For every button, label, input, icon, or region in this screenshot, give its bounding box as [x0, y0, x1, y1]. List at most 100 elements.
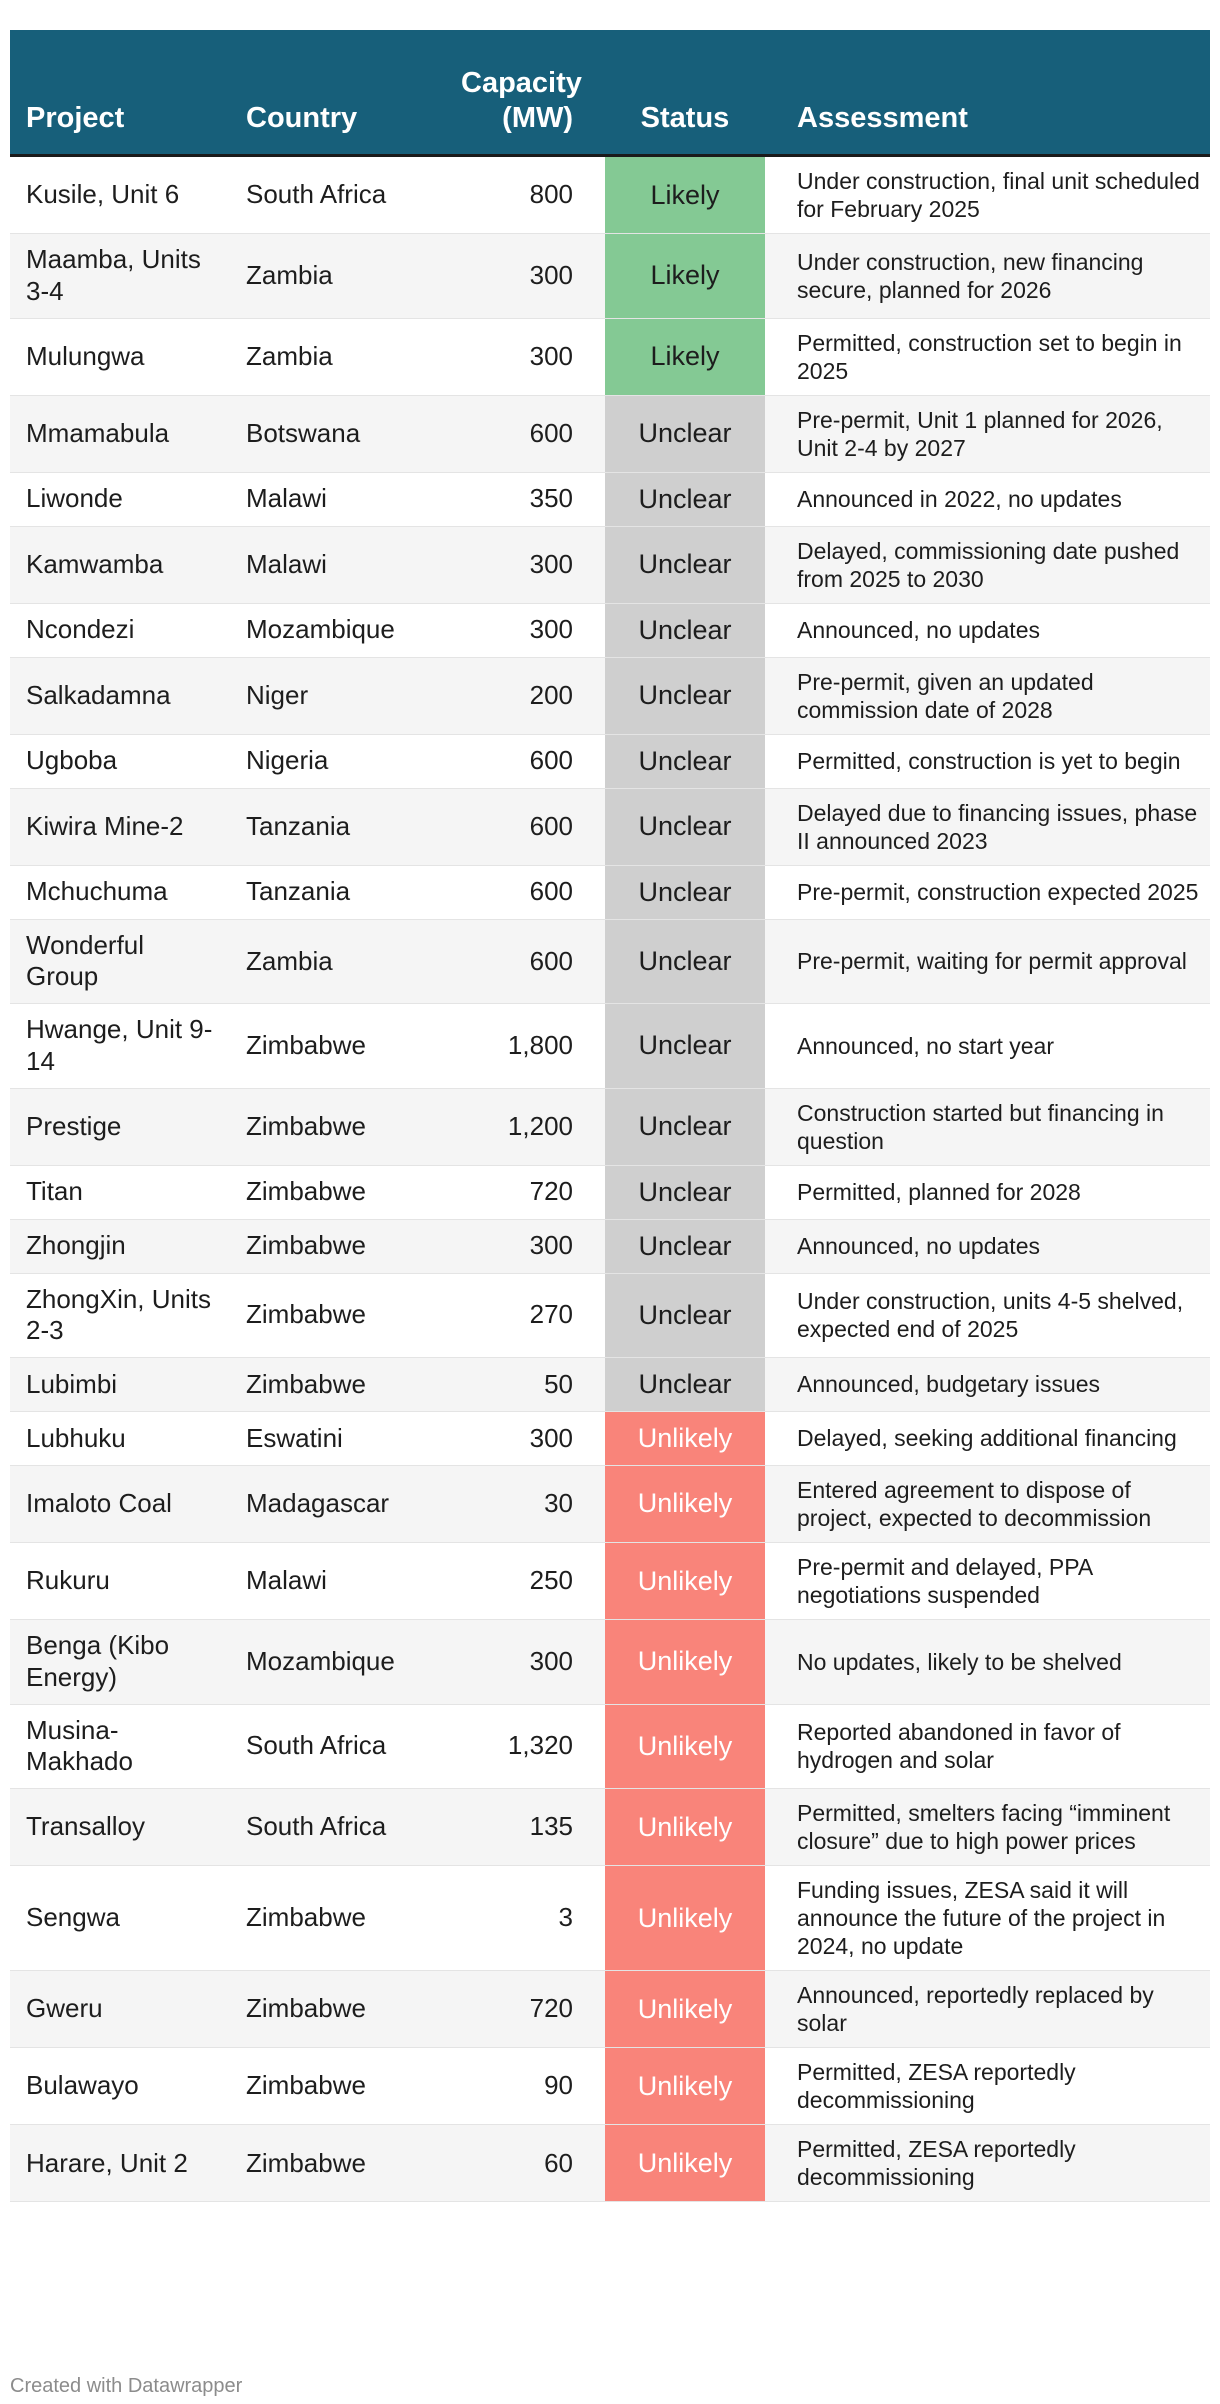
status-badge: Unclear [605, 1165, 765, 1220]
header-project[interactable]: Project [10, 30, 230, 157]
cell-country: Botswana [230, 395, 445, 473]
header-status[interactable]: Status [605, 30, 765, 157]
cell-assessment: Permitted, construction set to begin in … [765, 318, 1210, 396]
cell-assessment: Permitted, smelters facing “imminent clo… [765, 1788, 1210, 1867]
cell-project: Wonderful Group [10, 919, 230, 1005]
cell-capacity: 600 [445, 395, 605, 473]
cell-capacity: 300 [445, 1619, 605, 1705]
cell-assessment: Funding issues, ZESA said it will announ… [765, 1865, 1210, 1972]
cell-assessment: Reported abandoned in favor of hydrogen … [765, 1704, 1210, 1789]
status-badge: Unclear [605, 1003, 765, 1089]
status-badge: Unclear [605, 1088, 765, 1166]
cell-capacity: 350 [445, 472, 605, 527]
cell-project: Ncondezi [10, 603, 230, 658]
cell-capacity: 1,800 [445, 1003, 605, 1089]
table-row: Prestige Zimbabwe 1,200 Unclear Construction… [10, 1088, 1210, 1166]
cell-capacity: 300 [445, 318, 605, 396]
table-row: Ncondezi Mozambique 300 Unclear Announced, n… [10, 603, 1210, 658]
status-badge: Unclear [605, 657, 765, 735]
cell-assessment: Pre-permit, construction expected 2025 [765, 865, 1210, 920]
table-row: Transalloy South Africa 135 Unlikely Permitt… [10, 1788, 1210, 1867]
cell-assessment: Permitted, construction is yet to begin [765, 734, 1210, 789]
cell-country: Zimbabwe [230, 1273, 445, 1359]
cell-project: Maamba, Units 3-4 [10, 233, 230, 319]
cell-project: Rukuru [10, 1542, 230, 1621]
cell-capacity: 90 [445, 2047, 605, 2126]
cell-capacity: 720 [445, 1165, 605, 1220]
status-badge: Unclear [605, 919, 765, 1005]
cell-country: Malawi [230, 1542, 445, 1621]
table-row: Wonderful Group Zambia 600 Unclear Pre-permi… [10, 919, 1210, 1005]
status-badge: Unclear [605, 603, 765, 658]
cell-project: Kamwamba [10, 526, 230, 604]
status-badge: Unclear [605, 472, 765, 527]
status-badge: Likely [605, 318, 765, 396]
cell-country: Zimbabwe [230, 1219, 445, 1274]
table-row: ZhongXin, Units 2-3 Zimbabwe 270 Unclear Und… [10, 1273, 1210, 1359]
cell-project: Mchuchuma [10, 865, 230, 920]
status-badge: Unlikely [605, 1970, 765, 2049]
table-row: Mulungwa Zambia 300 Likely Permitted, constr… [10, 318, 1210, 396]
cell-country: Eswatini [230, 1411, 445, 1466]
cell-country: Madagascar [230, 1465, 445, 1544]
cell-project: Titan [10, 1165, 230, 1220]
cell-project: ZhongXin, Units 2-3 [10, 1273, 230, 1359]
cell-country: Zimbabwe [230, 1970, 445, 2049]
table-row: Liwonde Malawi 350 Unclear Announced in 2022… [10, 472, 1210, 527]
header-country[interactable]: Country [230, 30, 445, 157]
projects-table: Project Country Capacity (MW) Status Ass… [10, 30, 1210, 2203]
cell-assessment: Announced, no updates [765, 603, 1210, 658]
cell-country: Zimbabwe [230, 1865, 445, 1972]
table-row: Lubimbi Zimbabwe 50 Unclear Announced, budge… [10, 1357, 1210, 1412]
cell-project: Transalloy [10, 1788, 230, 1867]
cell-capacity: 135 [445, 1788, 605, 1867]
cell-assessment: Pre-permit, waiting for permit approval [765, 919, 1210, 1005]
table-row: Kamwamba Malawi 300 Unclear Delayed, commiss… [10, 526, 1210, 604]
cell-project: Hwange, Unit 9-14 [10, 1003, 230, 1089]
cell-assessment: Under construction, final unit scheduled… [765, 155, 1210, 235]
table-body: Kusile, Unit 6 South Africa 800 Likely Under… [10, 155, 1210, 2203]
cell-capacity: 720 [445, 1970, 605, 2049]
cell-project: Harare, Unit 2 [10, 2124, 230, 2203]
cell-project: Lubhuku [10, 1411, 230, 1466]
footer-credit: Created with Datawrapper [10, 2375, 243, 2397]
status-badge: Unlikely [605, 1865, 765, 1972]
cell-assessment: Announced in 2022, no updates [765, 472, 1210, 527]
status-badge: Likely [605, 155, 765, 235]
table-row: Mmamabula Botswana 600 Unclear Pre-permit, U… [10, 395, 1210, 473]
status-badge: Unclear [605, 865, 765, 920]
cell-country: Zambia [230, 233, 445, 319]
status-badge: Unlikely [605, 1704, 765, 1789]
cell-assessment: Under construction, units 4-5 shelved, e… [765, 1273, 1210, 1359]
cell-assessment: Announced, no start year [765, 1003, 1210, 1089]
cell-assessment: Construction started but financing in qu… [765, 1088, 1210, 1166]
table-row: Sengwa Zimbabwe 3 Unlikely Funding issues, Z… [10, 1865, 1210, 1972]
header-assessment[interactable]: Assessment [765, 30, 1210, 157]
cell-country: Malawi [230, 472, 445, 527]
cell-capacity: 1,320 [445, 1704, 605, 1789]
cell-capacity: 300 [445, 1219, 605, 1274]
status-badge: Unclear [605, 1273, 765, 1359]
status-badge: Unclear [605, 788, 765, 866]
cell-project: Prestige [10, 1088, 230, 1166]
cell-capacity: 300 [445, 603, 605, 658]
cell-assessment: Under construction, new financing secure… [765, 233, 1210, 319]
cell-capacity: 600 [445, 788, 605, 866]
cell-capacity: 600 [445, 734, 605, 789]
cell-assessment: Entered agreement to dispose of project,… [765, 1465, 1210, 1544]
status-badge: Unclear [605, 395, 765, 473]
table-row: Maamba, Units 3-4 Zambia 300 Likely Under co… [10, 233, 1210, 319]
cell-country: Zimbabwe [230, 2124, 445, 2203]
status-badge: Likely [605, 233, 765, 319]
cell-capacity: 270 [445, 1273, 605, 1359]
status-badge: Unclear [605, 526, 765, 604]
cell-country: Nigeria [230, 734, 445, 789]
cell-capacity: 600 [445, 865, 605, 920]
cell-project: Mmamabula [10, 395, 230, 473]
table-row: Gweru Zimbabwe 720 Unlikely Announced, repor… [10, 1970, 1210, 2049]
header-capacity[interactable]: Capacity (MW) [445, 30, 605, 157]
cell-capacity: 800 [445, 155, 605, 235]
cell-project: Salkadamna [10, 657, 230, 735]
cell-project: Benga (Kibo Energy) [10, 1619, 230, 1705]
cell-capacity: 250 [445, 1542, 605, 1621]
